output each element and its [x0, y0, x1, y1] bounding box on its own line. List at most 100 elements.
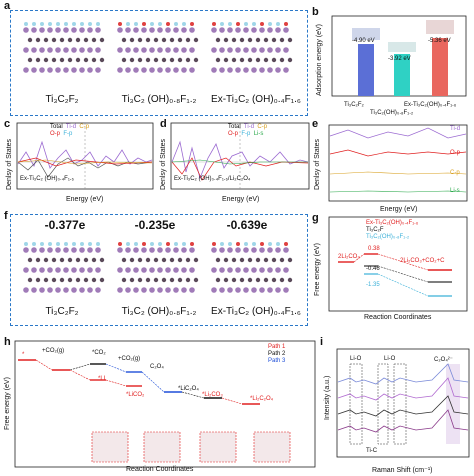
atom [223, 257, 229, 263]
atom [271, 57, 277, 63]
atom [259, 247, 265, 253]
surface-atom [96, 22, 100, 26]
panel-d-xlabel: Energy (eV) [222, 196, 260, 203]
atom [157, 27, 163, 33]
surface-atom [260, 242, 264, 246]
surface-atom [236, 22, 240, 26]
atom [259, 67, 265, 73]
panel-i-ylabel: Intensity (a.u.) [324, 375, 331, 420]
atom [239, 57, 245, 63]
atom [75, 37, 81, 43]
atom [149, 247, 155, 253]
surface-atom [284, 242, 288, 246]
atom [251, 67, 257, 73]
atom [99, 37, 105, 43]
atom [173, 267, 179, 273]
f-caption-2: Ti₃C₂ (OH)₀.₈F₁.₂ [121, 306, 197, 317]
atom [227, 47, 233, 53]
panel-c-dos [16, 122, 154, 190]
atom [59, 57, 65, 63]
atom [59, 37, 65, 43]
panel-g-chart [328, 216, 468, 312]
structure-caption-2: Ti₃C₂ (OH)₀.₈F₁.₂ [121, 94, 197, 105]
atom [133, 247, 139, 253]
atom [23, 27, 29, 33]
atom [279, 37, 285, 43]
surface-atom [32, 22, 36, 26]
panel-c-legend: Total Ti-d C-p O-p F-p [50, 124, 89, 138]
atom [189, 287, 195, 293]
atom [59, 277, 65, 283]
legend-c-p: C-p [257, 124, 268, 130]
atom [117, 27, 123, 33]
atom [193, 277, 199, 283]
panel-a-frame [10, 10, 308, 116]
atom [83, 277, 89, 283]
atom [71, 47, 77, 53]
atom [211, 27, 217, 33]
atom [223, 57, 229, 63]
atom [67, 257, 73, 263]
surface-atom [268, 242, 272, 246]
atom [169, 257, 175, 263]
atom [247, 37, 253, 43]
surface-atom [96, 242, 100, 246]
atom [157, 67, 163, 73]
atom [117, 247, 123, 253]
atom [75, 277, 81, 283]
panel-i-label: i [320, 336, 324, 348]
panel-g-xlabel: Reaction Coordinates [364, 314, 432, 321]
atom [63, 67, 69, 73]
panel-i-raman [336, 348, 470, 458]
atom [259, 47, 265, 53]
atom [133, 47, 139, 53]
atom [185, 257, 191, 263]
panel-h-legend: Path 1 Path 2 Path 3 [268, 344, 285, 365]
atom [227, 27, 233, 33]
atom [271, 37, 277, 43]
atom [243, 67, 249, 73]
atom [83, 57, 89, 63]
panel-b-ylabel: Adsorption energy (eV) [316, 24, 323, 96]
atom [27, 57, 33, 63]
atom [39, 267, 45, 273]
atom [283, 267, 289, 273]
atom [117, 287, 123, 293]
atom [215, 57, 221, 63]
atom [283, 287, 289, 293]
atom [79, 67, 85, 73]
atom [239, 257, 245, 263]
atom [55, 67, 61, 73]
atom [63, 267, 69, 273]
atom [117, 67, 123, 73]
atom [251, 47, 257, 53]
atom [63, 287, 69, 293]
atom [193, 257, 199, 263]
atom [149, 27, 155, 33]
panel-c-xlabel: Energy (eV) [66, 196, 104, 203]
atom [145, 57, 151, 63]
structure-caption-1: Ti₃C₂F₂ [45, 94, 79, 105]
atom [31, 267, 37, 273]
atom [279, 257, 285, 263]
atom [47, 47, 53, 53]
atom [193, 37, 199, 43]
atom [121, 277, 127, 283]
i-annot-lio-2: Li-O [384, 356, 396, 362]
atom [149, 267, 155, 273]
atom [215, 37, 221, 43]
atom [157, 247, 163, 253]
surface-atom [158, 242, 162, 246]
panel-e-ylabel: Denlsy of States [314, 139, 321, 190]
atom [43, 57, 49, 63]
surface-atom [24, 242, 28, 246]
atom [267, 267, 273, 273]
atom [141, 267, 147, 273]
atom [59, 257, 65, 263]
charge-value-3: -0.639e [226, 218, 268, 232]
surface-atom [80, 22, 84, 26]
panel-h-ylabel: Free energy (eV) [4, 377, 11, 430]
surface-atom [174, 242, 178, 246]
atom [149, 47, 155, 53]
atom [99, 257, 105, 263]
